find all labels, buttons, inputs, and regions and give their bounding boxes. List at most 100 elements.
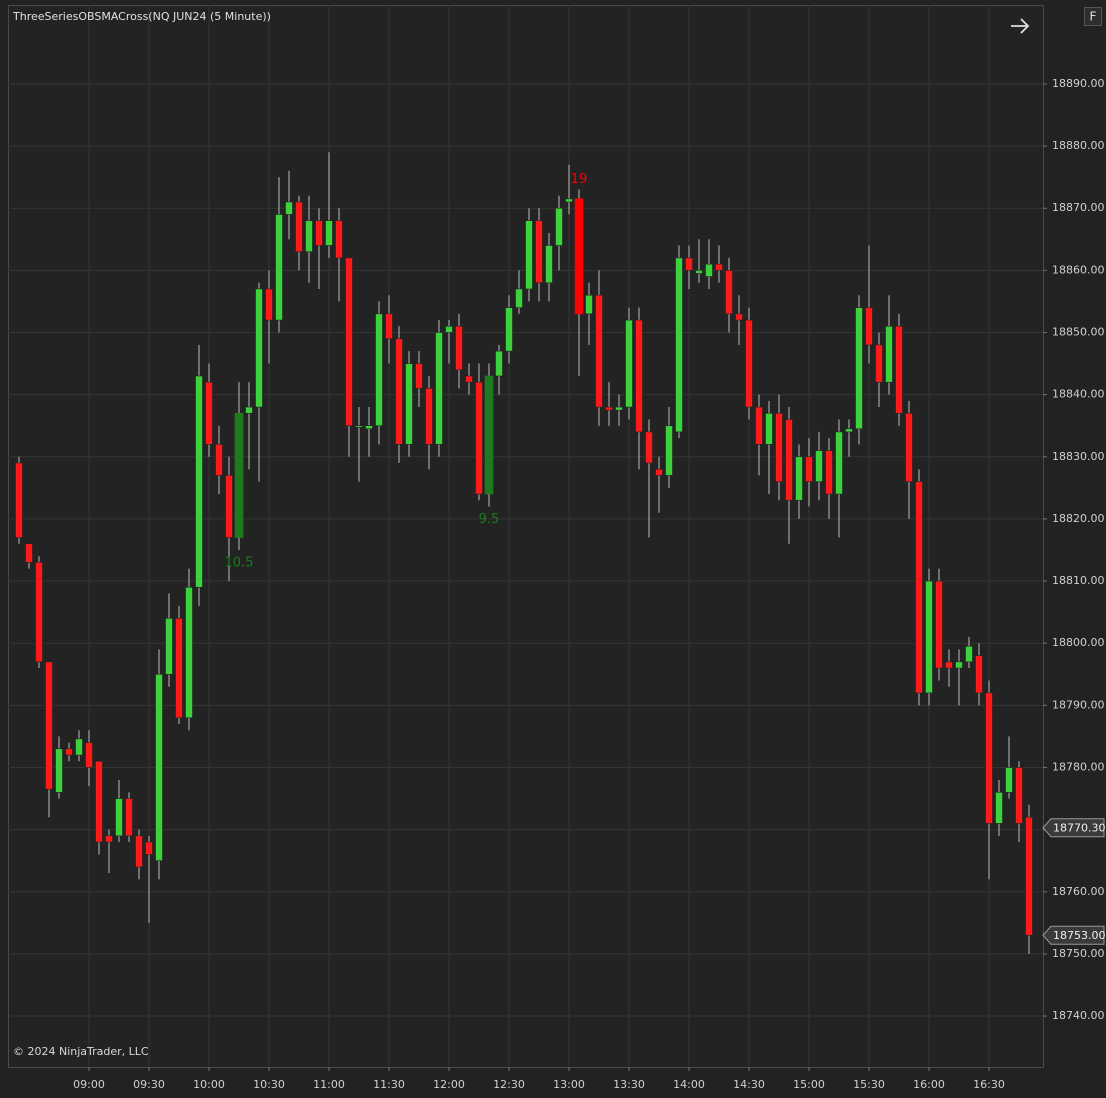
candle-body [65, 748, 73, 756]
candle-body [205, 381, 213, 445]
candle-body [15, 462, 23, 538]
x-tick-label: 13:30 [613, 1078, 645, 1091]
candle-body [375, 313, 383, 426]
arrow-button[interactable] [1011, 18, 1030, 34]
candle-body [245, 406, 253, 414]
candle-body [165, 618, 173, 675]
candle-body [995, 792, 1003, 824]
y-tick-label: 18850.00 [1052, 325, 1105, 338]
x-tick-label: 11:00 [313, 1078, 345, 1091]
signal-label: 9.5 [479, 512, 500, 527]
candle-body [535, 220, 543, 284]
candle-body [825, 450, 833, 495]
candle-body [385, 313, 393, 340]
candle-body [355, 425, 363, 428]
candle-body [935, 580, 943, 669]
candle-body [475, 381, 483, 495]
candle-body [685, 257, 693, 271]
candle-body [195, 375, 203, 588]
f-button[interactable]: F [1084, 7, 1102, 26]
candle-body [775, 412, 783, 482]
candle-body [965, 646, 973, 663]
candle-body [655, 468, 663, 476]
candle-body [595, 294, 603, 408]
candle-body [815, 450, 823, 482]
chart-title: ThreeSeriesOBSMACross(NQ JUN24 (5 Minute… [12, 10, 271, 23]
x-tick-label: 15:00 [793, 1078, 825, 1091]
candle-body [515, 288, 523, 308]
x-tick-label: 14:30 [733, 1078, 765, 1091]
candle-body [115, 798, 123, 837]
candle-body [25, 543, 33, 563]
y-tick-label: 18860.00 [1052, 263, 1105, 276]
candle-body [645, 431, 653, 464]
candle-body [635, 319, 643, 433]
f-button-box[interactable] [1084, 7, 1102, 26]
x-tick-label: 13:00 [553, 1078, 585, 1091]
candle-body [905, 412, 913, 482]
candle-body [484, 375, 494, 495]
x-tick-label: 16:30 [973, 1078, 1005, 1091]
y-tick-label: 18880.00 [1052, 139, 1105, 152]
candle-body [325, 220, 333, 246]
candle-body [835, 431, 843, 495]
candle-body [234, 412, 244, 538]
x-tick-label: 15:30 [853, 1078, 885, 1091]
candle-body [125, 798, 133, 837]
candle-body [745, 319, 753, 408]
candle-body [715, 263, 723, 271]
candles [15, 152, 1033, 954]
candle-body [295, 201, 303, 253]
candle-body [845, 428, 853, 433]
candle-body [705, 263, 713, 277]
candle-body [1015, 767, 1023, 824]
candle-body [425, 388, 433, 445]
candle-body [565, 198, 573, 203]
candle-body [895, 325, 903, 414]
y-tick-label: 18840.00 [1052, 388, 1105, 401]
candle-body [155, 673, 163, 861]
y-tick-label: 18890.00 [1052, 77, 1105, 90]
candle-body [495, 350, 503, 377]
plot-area [8, 5, 1044, 1068]
candle-body [695, 270, 703, 274]
candle-body [735, 313, 743, 321]
candle-body [285, 201, 293, 215]
candle-body [465, 375, 473, 383]
x-tick-label: 10:00 [193, 1078, 225, 1091]
candle-body [35, 562, 43, 663]
x-tick-label: 12:00 [433, 1078, 465, 1091]
candle-body [865, 307, 873, 346]
arrow-icon[interactable] [1011, 18, 1030, 34]
candle-body [755, 406, 763, 445]
candle-body [985, 692, 993, 824]
signal-label: 10.5 [225, 555, 254, 570]
candle-body [55, 748, 63, 793]
candle-body [795, 456, 803, 501]
candle-body [1005, 767, 1013, 793]
x-tick-label: 12:30 [493, 1078, 525, 1091]
y-tick-label: 18780.00 [1052, 760, 1105, 773]
y-tick-label: 18820.00 [1052, 512, 1105, 525]
y-tick-label: 18790.00 [1052, 698, 1105, 711]
x-tick-label: 16:00 [913, 1078, 945, 1091]
f-button-label[interactable]: F [1090, 10, 1097, 24]
x-tick-label: 09:00 [73, 1078, 105, 1091]
candle-body [1025, 816, 1033, 936]
copyright: © 2024 NinjaTrader, LLC [13, 1045, 149, 1058]
candle-body [415, 363, 423, 389]
candle-body [785, 419, 793, 501]
price-marker-label: 18770.30 [1053, 821, 1106, 834]
candle-body [215, 444, 223, 476]
y-tick-label: 18870.00 [1052, 201, 1105, 214]
candle-body [405, 363, 413, 445]
price-marker-label: 18753.00 [1053, 929, 1106, 942]
candle-body [555, 207, 563, 246]
candle-body [85, 742, 93, 768]
candle-body [605, 406, 613, 411]
candle-body [95, 760, 103, 843]
candle-body [185, 586, 193, 719]
candle-body [975, 655, 983, 694]
candle-body [625, 319, 633, 408]
x-tick-label: 09:30 [133, 1078, 165, 1091]
